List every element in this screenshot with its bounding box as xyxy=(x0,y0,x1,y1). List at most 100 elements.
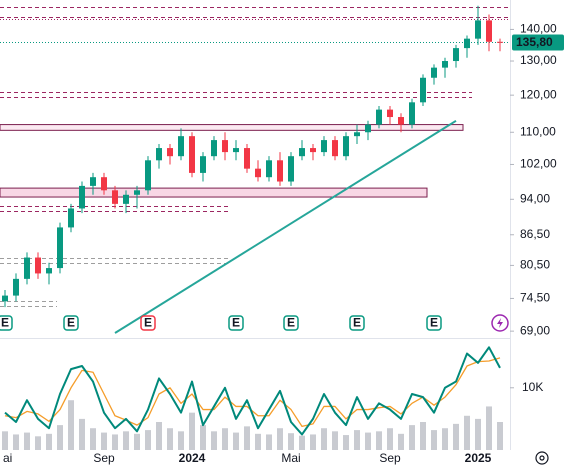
x-tick-label: ai xyxy=(3,451,12,465)
candle-body xyxy=(156,148,162,161)
volume-bar xyxy=(57,425,63,450)
y-tick-label: 102,00 xyxy=(520,157,557,171)
candle-body xyxy=(222,140,228,153)
volume-bar xyxy=(123,431,129,450)
zone xyxy=(0,124,464,131)
x-tick-label: Mai xyxy=(281,451,300,465)
volume-bar xyxy=(321,428,327,450)
candle-body xyxy=(277,160,283,182)
settings-ring xyxy=(535,451,549,465)
event-label: E xyxy=(353,316,361,330)
volume-bar xyxy=(299,435,305,450)
y-tick-label: 94,00 xyxy=(520,191,550,205)
candle-body xyxy=(475,20,481,39)
volume-bar xyxy=(453,423,459,450)
candle-body xyxy=(255,168,261,178)
zone xyxy=(0,187,428,198)
y-tick-label: 120,00 xyxy=(520,87,557,101)
candle-body xyxy=(453,48,459,62)
volume-bar xyxy=(464,415,470,450)
y-tick-label: 80,50 xyxy=(520,258,550,272)
volume-bar xyxy=(178,431,184,450)
candle-body xyxy=(134,190,140,195)
candle-body xyxy=(167,148,173,157)
volume-bar xyxy=(398,433,404,450)
event-marker xyxy=(426,315,442,331)
settings-icon[interactable] xyxy=(535,451,549,465)
candle-body xyxy=(398,117,404,125)
event-marker xyxy=(228,315,244,331)
y-tick-label: 140,00 xyxy=(520,22,557,36)
volume-bar xyxy=(68,400,74,450)
event-label: E xyxy=(144,316,152,330)
candle-body xyxy=(431,67,437,78)
event-label: E xyxy=(287,316,295,330)
volume-bar xyxy=(497,422,503,450)
candle-body xyxy=(68,208,74,228)
volume-bar xyxy=(13,434,19,450)
alert-icon[interactable] xyxy=(491,314,509,332)
candle-body xyxy=(343,136,349,157)
volume-bar xyxy=(46,433,52,450)
volume-bar xyxy=(442,428,448,450)
volume-bar xyxy=(189,412,195,450)
volume-bar xyxy=(35,436,41,450)
volume-bar xyxy=(288,433,294,450)
candle-body xyxy=(288,156,294,182)
candle-body xyxy=(211,140,217,157)
volume-bar xyxy=(431,430,437,450)
candle-body xyxy=(178,136,184,157)
y-tick-label: 130,00 xyxy=(520,53,557,67)
candle-body xyxy=(189,136,195,173)
y-tick-label: 69,00 xyxy=(520,323,550,337)
event-marker xyxy=(349,315,365,331)
trendline xyxy=(114,119,457,334)
volume-bar xyxy=(310,434,316,450)
volume-bar xyxy=(200,425,206,450)
candle-body xyxy=(486,20,492,42)
y-tick-label: 110,00 xyxy=(520,124,556,138)
oscillator-line xyxy=(4,346,501,436)
volume-bar xyxy=(211,431,217,450)
volume-bar xyxy=(79,418,85,450)
volume-bar xyxy=(409,425,415,450)
candle-body xyxy=(123,194,129,204)
candle-body xyxy=(464,38,470,49)
x-tick-label: 2024 xyxy=(179,451,206,465)
volume-bar xyxy=(145,430,151,450)
candle-body xyxy=(101,177,107,191)
volume-bar xyxy=(486,406,492,450)
candle-body xyxy=(310,148,316,153)
event-marker xyxy=(140,315,156,331)
candle-body xyxy=(420,77,426,103)
event-label: E xyxy=(67,316,75,330)
last-price-box xyxy=(512,34,564,51)
event-marker xyxy=(0,315,13,331)
candle-body xyxy=(266,160,272,178)
volume-bar xyxy=(134,433,140,450)
x-tick-label: 2025 xyxy=(465,451,492,465)
volume-bar xyxy=(167,428,173,450)
candle-body xyxy=(2,295,8,302)
volume-bar xyxy=(233,432,239,450)
last-price-label: 135,80 xyxy=(516,35,553,49)
event-label: E xyxy=(232,316,240,330)
candle-body xyxy=(90,177,96,186)
price-pane xyxy=(0,5,510,334)
candle-body xyxy=(409,102,415,125)
volume-bar xyxy=(24,432,30,450)
volume-bar xyxy=(112,434,118,450)
candle-body xyxy=(442,61,448,68)
candle-body xyxy=(145,160,151,191)
volume-bar xyxy=(376,431,382,450)
volume-bar xyxy=(2,431,8,450)
candle-body xyxy=(24,257,30,279)
candle-body xyxy=(233,148,239,153)
volume-bar xyxy=(255,433,261,450)
event-marker xyxy=(283,315,299,331)
volume-bar xyxy=(90,428,96,450)
volume-bar xyxy=(475,418,481,450)
x-tick-label: Sep xyxy=(379,451,401,465)
x-tick-label: Sep xyxy=(93,451,115,465)
candle-body xyxy=(365,124,371,133)
